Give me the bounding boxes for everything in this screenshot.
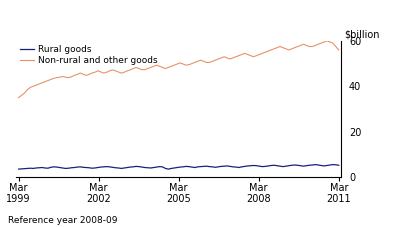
Non-rural and other goods: [330, 42, 335, 44]
Non-rural and other goods: [110, 69, 115, 71]
Non-rural and other goods: [16, 96, 21, 99]
Non-rural and other goods: [242, 52, 247, 55]
Rural goods: [163, 167, 168, 170]
Non-rural and other goods: [325, 39, 330, 42]
Rural goods: [336, 164, 341, 167]
Rural goods: [330, 163, 335, 166]
Non-rural and other goods: [316, 43, 320, 46]
Y-axis label: $billion: $billion: [345, 30, 380, 39]
Rural goods: [16, 168, 21, 170]
Rural goods: [110, 166, 115, 169]
Rural goods: [172, 167, 177, 169]
Line: Non-rural and other goods: Non-rural and other goods: [19, 41, 339, 98]
Line: Rural goods: Rural goods: [19, 165, 339, 169]
Rural goods: [319, 164, 324, 167]
Legend: Rural goods, Non-rural and other goods: Rural goods, Non-rural and other goods: [20, 45, 157, 65]
Rural goods: [242, 165, 247, 168]
Non-rural and other goods: [163, 67, 168, 70]
Text: Reference year 2008-09: Reference year 2008-09: [8, 216, 118, 225]
Rural goods: [313, 163, 318, 166]
Non-rural and other goods: [336, 49, 341, 51]
Non-rural and other goods: [172, 64, 177, 67]
